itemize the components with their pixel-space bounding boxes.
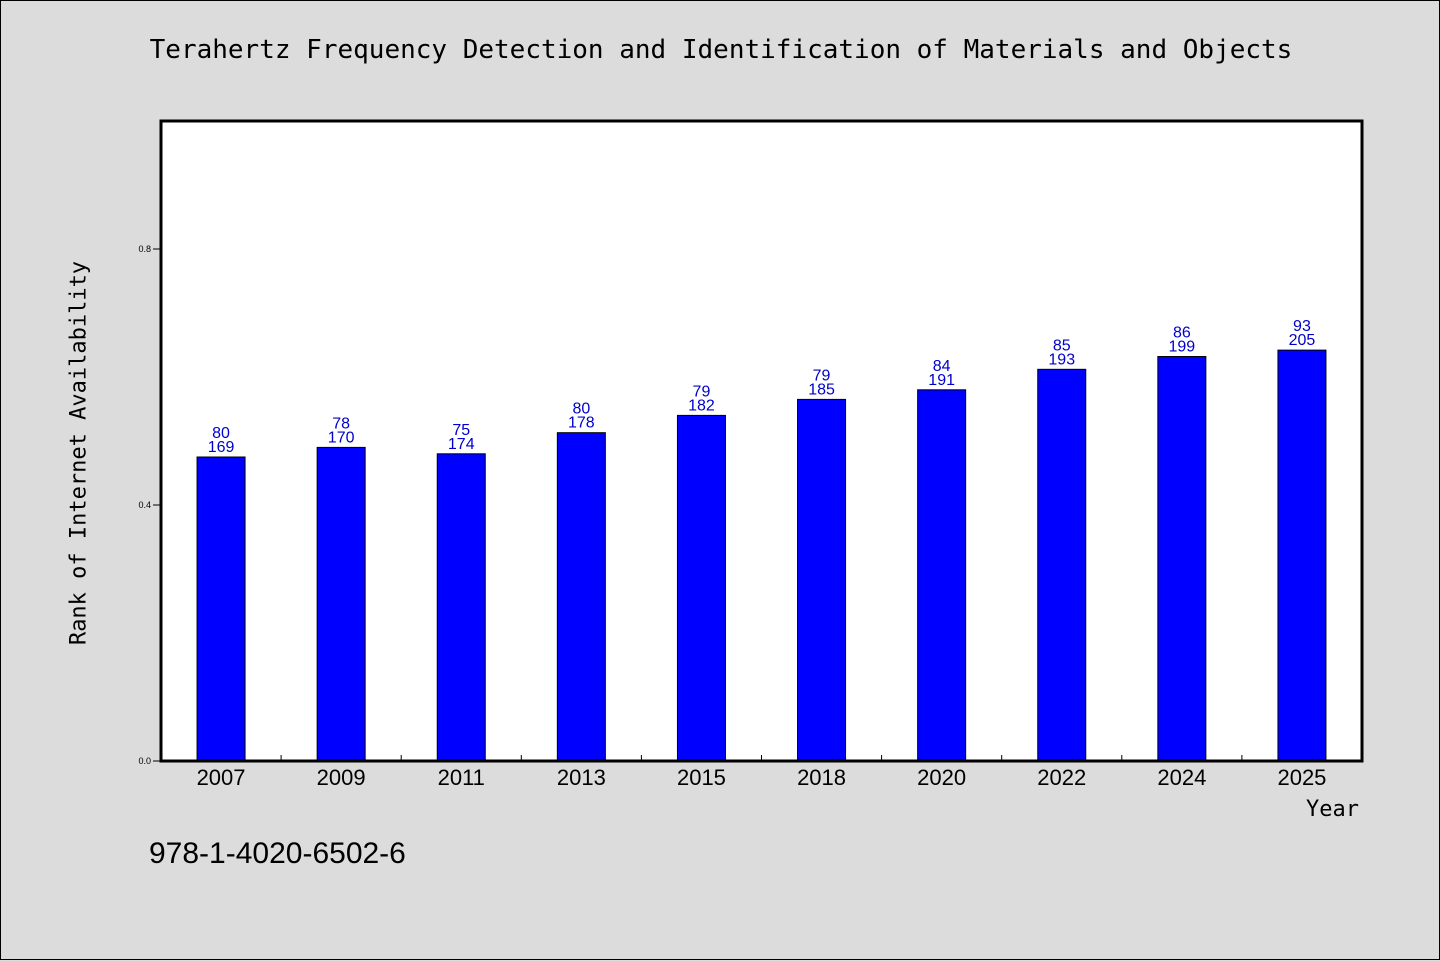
bar [316,446,366,762]
data-label-bottom: 170 [328,429,355,446]
data-label-bottom: 199 [1168,339,1195,356]
x-tick-label: 2009 [317,765,366,790]
isbn-label: 978-1-4020-6502-6 [149,837,406,870]
bar [797,398,847,762]
bar [196,456,246,762]
y-tick-label: 0.4 [138,500,151,510]
data-label-bottom: 193 [1048,351,1075,368]
data-label-bottom: 191 [928,372,955,389]
x-tick-label: 2022 [1037,765,1086,790]
data-label-top: 80 [212,425,230,442]
data-label-top: 84 [933,358,951,375]
plot-frame [159,119,1364,763]
data-label-bottom: 178 [568,415,595,432]
data-label-bottom: 169 [208,439,235,456]
data-label-top: 86 [1173,325,1191,342]
bar [1157,356,1207,762]
x-tick-label: 2018 [797,765,846,790]
data-label-bottom: 182 [688,397,715,414]
bar [556,432,606,762]
bar [1277,349,1327,762]
x-tick-label: 2025 [1277,765,1326,790]
bar [436,453,486,762]
data-label-top: 93 [1293,318,1311,335]
data-label-top: 79 [813,367,831,384]
data-label-top: 79 [693,383,711,400]
bar [917,389,967,762]
bar [676,414,726,762]
chart-title: Terahertz Frequency Detection and Identi… [149,35,1293,65]
data-label-bottom: 205 [1289,332,1316,349]
data-label-top: 78 [332,415,350,432]
data-label-bottom: 185 [808,381,835,398]
x-tick-label: 2015 [677,765,726,790]
y-tick-label: 0.0 [138,756,151,766]
x-tick-label: 2007 [197,765,246,790]
data-label-top: 85 [1053,337,1071,354]
data-label-top: 80 [572,401,590,418]
data-label-bottom: 174 [448,436,475,453]
x-tick-label: 2011 [438,765,485,790]
y-tick-label: 0.8 [138,244,151,254]
x-tick-label: 2013 [557,765,606,790]
data-label-top: 75 [452,422,470,439]
x-axis-label: Year [1306,797,1359,822]
x-tick-label: 2024 [1157,765,1206,790]
bar [1037,368,1087,762]
x-tick-label: 2020 [917,765,966,790]
